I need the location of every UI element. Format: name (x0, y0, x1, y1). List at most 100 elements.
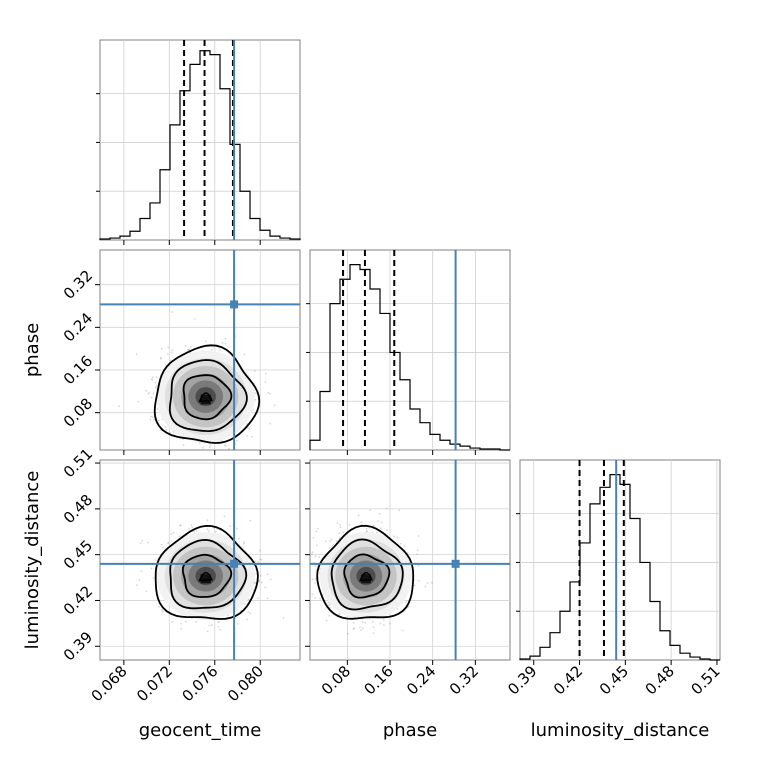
sample-point (264, 372, 267, 375)
sample-point (224, 444, 226, 447)
sample-point (338, 532, 341, 535)
scatter-panel-geocent_time-phase (95, 249, 301, 455)
sample-point (147, 541, 150, 544)
sample-point (318, 556, 321, 559)
sample-point (244, 603, 246, 605)
sample-point (224, 445, 227, 447)
sample-point (314, 565, 317, 568)
sample-point (369, 509, 371, 511)
sample-point (282, 617, 285, 619)
sample-point (211, 624, 213, 627)
sample-point (139, 542, 142, 544)
sample-point (147, 393, 150, 395)
sample-point (167, 542, 170, 544)
sample-point (209, 444, 212, 447)
sample-point (160, 543, 163, 546)
sample-point (378, 512, 381, 515)
sample-point (379, 622, 382, 625)
sample-point (393, 535, 395, 538)
sample-point (249, 519, 252, 522)
sample-point (254, 581, 256, 584)
x-tick-label-phase: 0.08 (318, 662, 354, 698)
sample-point (342, 531, 345, 533)
panel-content (100, 250, 300, 450)
sample-point (217, 626, 220, 628)
sample-point (311, 551, 314, 554)
x-tick-label-phase: 0.16 (360, 662, 396, 698)
sample-point (195, 620, 198, 623)
sample-point (338, 613, 340, 616)
sample-point (178, 535, 181, 538)
contour-line (316, 524, 415, 620)
sample-point (372, 632, 375, 635)
sample-point (383, 624, 385, 626)
sample-point (305, 607, 307, 609)
sample-point (247, 598, 250, 601)
sample-point (155, 376, 158, 379)
sample-point (214, 530, 217, 533)
sample-point (236, 527, 238, 530)
sample-point (396, 536, 399, 539)
sample-point (269, 422, 272, 425)
sample-point (135, 353, 138, 356)
sample-point (253, 370, 256, 372)
sample-point (269, 578, 272, 581)
sample-point (150, 415, 152, 418)
sample-point (357, 514, 360, 517)
sample-point (336, 522, 339, 524)
sample-point (314, 582, 317, 584)
density-peak (200, 574, 211, 584)
sample-point (195, 529, 198, 532)
y-tick-label-phase: 0.08 (60, 394, 96, 430)
sample-point (188, 527, 190, 530)
injection-marker (451, 559, 460, 568)
sample-point (219, 628, 222, 631)
contour-line (359, 571, 373, 582)
x-tick-label-luminosity_distance: 0.48 (642, 662, 678, 698)
sample-point (149, 418, 152, 421)
sample-point (180, 628, 183, 630)
sample-point (171, 349, 174, 351)
sample-point (198, 442, 201, 444)
sample-point (416, 553, 418, 556)
sample-point (187, 348, 190, 351)
sample-point (153, 418, 156, 421)
x-tick-label-geocent_time: 0.076 (179, 662, 222, 705)
sample-point (159, 356, 162, 359)
sample-point (243, 541, 246, 544)
histogram-step (309, 264, 510, 451)
sample-point (221, 342, 224, 344)
x-tick-label-luminosity_distance: 0.39 (504, 662, 540, 698)
scatter-panel-geocent_time-luminosity_distance (95, 459, 301, 665)
sample-point (206, 519, 209, 522)
contour-line (168, 359, 248, 433)
sample-point (339, 526, 342, 529)
sample-point (330, 538, 333, 541)
x-tick-label-luminosity_distance: 0.42 (550, 662, 586, 698)
sample-point (339, 524, 341, 526)
sample-point (416, 549, 419, 551)
sample-point (311, 553, 313, 556)
sample-point (399, 542, 402, 545)
contour-line (198, 571, 213, 582)
sample-point (135, 584, 138, 586)
sample-point (193, 530, 196, 533)
sample-point (360, 521, 363, 524)
sample-point (145, 389, 148, 392)
sample-point (373, 525, 375, 527)
sample-point (138, 579, 141, 581)
x-tick-label-geocent_time: 0.080 (224, 662, 267, 705)
sample-point (303, 580, 305, 582)
sample-point (327, 604, 330, 607)
x-tick-label-luminosity_distance: 0.51 (687, 662, 723, 698)
panel-content (100, 460, 300, 660)
contour-line (169, 538, 248, 610)
scatter-panel-phase-luminosity_distance (303, 459, 511, 665)
sample-point (151, 379, 154, 381)
panel-content (303, 460, 510, 660)
sample-point (170, 532, 173, 535)
sample-point (170, 351, 173, 354)
sample-point (184, 620, 187, 623)
sample-point (246, 435, 249, 437)
sample-point (266, 573, 269, 576)
